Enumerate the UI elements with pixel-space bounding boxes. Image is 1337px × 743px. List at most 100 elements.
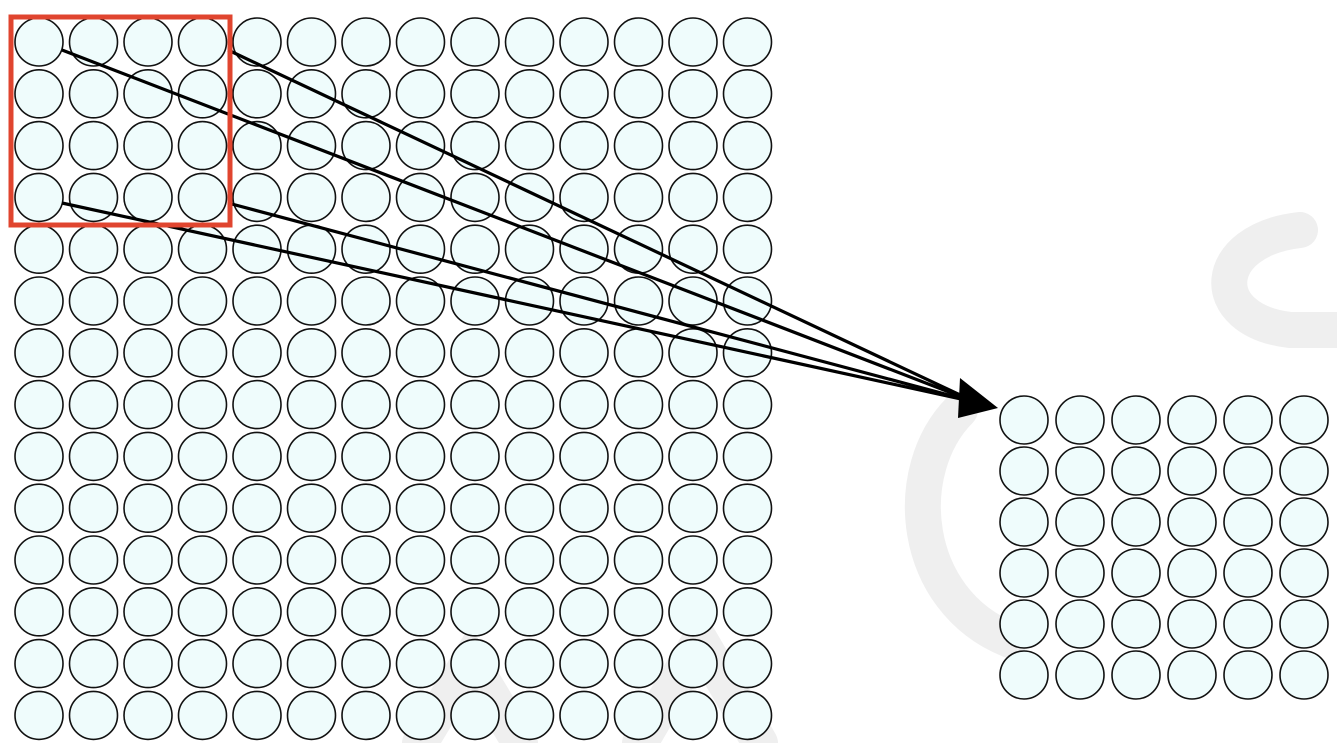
input-neuron [504, 690, 555, 741]
output-neuron [1111, 548, 1161, 598]
output-neuron [1111, 599, 1161, 649]
input-neuron [14, 638, 64, 689]
output-neuron [1167, 395, 1217, 445]
input-neuron [722, 224, 773, 274]
input-neuron [14, 224, 64, 274]
output-neuron [1279, 599, 1329, 649]
input-neuron [177, 327, 228, 378]
input-neuron [177, 17, 228, 67]
input-neuron [341, 535, 391, 585]
input-neuron [722, 379, 773, 430]
connection-arrows [61, 48, 998, 418]
input-neuron [123, 483, 173, 534]
input-neuron [232, 17, 282, 67]
input-neuron [722, 120, 773, 171]
input-neuron [232, 327, 282, 378]
input-neuron [613, 431, 664, 482]
input-neuron [559, 69, 609, 119]
input-neuron [450, 535, 500, 585]
input-neuron [232, 535, 282, 585]
input-neuron [14, 120, 64, 171]
input-neuron [286, 224, 337, 274]
input-neuron [286, 431, 337, 482]
input-neuron [341, 379, 391, 430]
input-neuron [668, 638, 718, 689]
input-neuron [123, 535, 173, 585]
input-neuron [668, 69, 718, 119]
input-neuron [14, 586, 64, 637]
input-neuron [668, 120, 718, 171]
connection-line [61, 48, 976, 404]
input-neuron [559, 586, 609, 637]
input-neuron [722, 638, 773, 689]
input-neuron [504, 172, 555, 223]
output-neuron [1279, 548, 1329, 598]
input-neuron [232, 172, 282, 223]
output-neuron [1055, 446, 1105, 496]
input-neuron [613, 535, 664, 585]
input-neuron [68, 483, 119, 534]
input-neuron [668, 535, 718, 585]
input-neuron [559, 638, 609, 689]
output-neuron [1055, 650, 1105, 700]
output-neuron [1111, 497, 1161, 547]
input-neuron [286, 690, 337, 741]
input-neuron [286, 69, 337, 119]
output-neuron [1055, 599, 1105, 649]
output-neuron-grid [999, 395, 1329, 700]
input-neuron [177, 379, 228, 430]
output-neuron [1223, 446, 1273, 496]
input-neuron [395, 379, 446, 430]
output-neuron [1167, 548, 1217, 598]
input-neuron [286, 172, 337, 223]
receptive-field-box [8, 14, 233, 228]
input-neuron [68, 586, 119, 637]
watermark-stroke [1211, 212, 1337, 348]
input-neuron [232, 483, 282, 534]
input-neuron [286, 327, 337, 378]
input-neuron [123, 690, 173, 741]
input-neuron [504, 69, 555, 119]
input-neuron [341, 638, 391, 689]
input-neuron [450, 172, 500, 223]
input-neuron [14, 535, 64, 585]
input-neuron [450, 586, 500, 637]
input-neuron [450, 276, 500, 326]
output-neuron [1055, 548, 1105, 598]
input-neuron [177, 638, 228, 689]
output-neuron [999, 446, 1049, 496]
input-neuron [559, 431, 609, 482]
input-neuron [613, 379, 664, 430]
input-neuron [613, 483, 664, 534]
input-neuron [68, 69, 119, 119]
input-neuron [341, 483, 391, 534]
output-neuron [1279, 446, 1329, 496]
output-neuron [1279, 650, 1329, 700]
input-neuron [123, 172, 173, 223]
input-neuron [722, 690, 773, 741]
input-neuron [722, 586, 773, 637]
watermark-stroke [904, 392, 1028, 658]
input-neuron [559, 120, 609, 171]
input-neuron [177, 276, 228, 326]
output-neuron [999, 497, 1049, 547]
input-neuron [395, 483, 446, 534]
input-neuron [177, 172, 228, 223]
input-neuron [123, 431, 173, 482]
input-neuron [613, 327, 664, 378]
input-neuron [68, 17, 119, 67]
input-neuron [395, 690, 446, 741]
input-neuron [504, 17, 555, 67]
input-neuron [341, 172, 391, 223]
input-neuron [123, 224, 173, 274]
input-neuron [341, 586, 391, 637]
input-neuron [395, 120, 446, 171]
input-neuron [668, 17, 718, 67]
input-neuron [232, 120, 282, 171]
input-neuron [341, 69, 391, 119]
input-neuron [286, 535, 337, 585]
input-neuron [722, 17, 773, 67]
output-neuron [1223, 548, 1273, 598]
input-neuron [14, 431, 64, 482]
input-neuron [14, 17, 64, 67]
